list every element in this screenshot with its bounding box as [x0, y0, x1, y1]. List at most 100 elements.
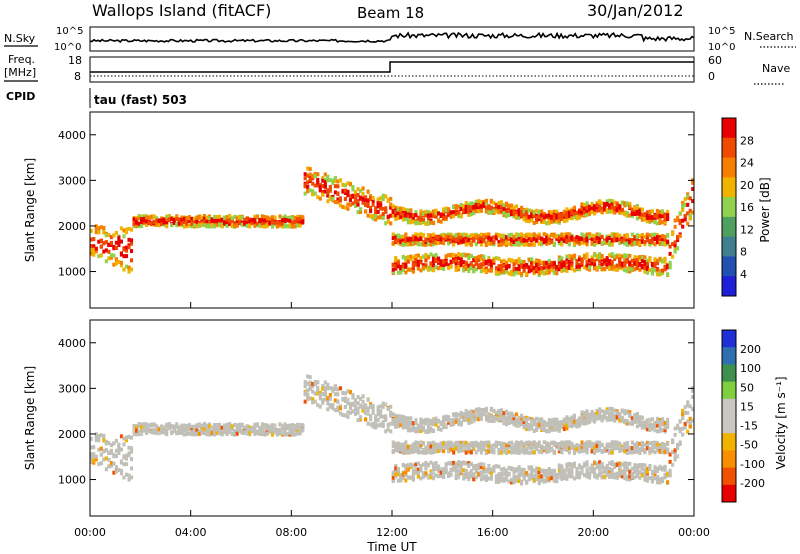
- velocity-cell: [220, 425, 224, 430]
- velocity-cell: [396, 419, 400, 424]
- power-cell: [459, 207, 463, 212]
- velocity-cell: [494, 443, 498, 448]
- velocity-cell: [124, 456, 129, 461]
- power-cell: [404, 262, 408, 267]
- power-cell: [346, 189, 350, 194]
- velocity-cell: [308, 396, 312, 401]
- power-cell: [200, 215, 204, 220]
- power-cell: [577, 257, 582, 262]
- power-cell: [467, 265, 471, 270]
- velocity-cell: [356, 401, 360, 406]
- power-cell: [99, 244, 103, 249]
- velocity-cell: [452, 422, 456, 427]
- velocity-cell: [286, 432, 290, 437]
- power-cell: [449, 211, 453, 216]
- power-cell: [630, 263, 634, 268]
- power-cell: [645, 258, 649, 263]
- velocity-cell: [565, 466, 569, 471]
- velocity-cell: [409, 475, 413, 480]
- power-cell: [447, 265, 451, 270]
- velocity-cell: [540, 478, 544, 483]
- power-cell: [550, 232, 554, 237]
- velocity-cell: [532, 418, 536, 423]
- velocity-cell: [570, 444, 574, 449]
- velocity-cell: [590, 469, 594, 474]
- power-cell: [457, 232, 461, 237]
- velocity-cell: [162, 428, 166, 433]
- velocity-cell: [401, 446, 405, 451]
- power-cell: [688, 208, 692, 213]
- velocity-cell: [582, 473, 587, 478]
- power-cell: [560, 262, 564, 267]
- power-cell: [160, 218, 164, 223]
- power-cell: [426, 219, 431, 224]
- velocity-cell: [301, 428, 305, 433]
- velocity-cell: [150, 422, 154, 427]
- power-cell: [598, 252, 602, 257]
- power-cell: [509, 232, 514, 237]
- velocity-cell: [333, 384, 337, 389]
- velocity-cell: [452, 450, 456, 455]
- power-cell: [273, 220, 277, 225]
- velocity-cell: [502, 471, 506, 476]
- power-cell: [666, 264, 670, 269]
- power-cell: [472, 211, 476, 216]
- power-cell: [623, 255, 627, 260]
- velocity-cell: [421, 441, 426, 446]
- velocity-cell: [457, 460, 461, 465]
- velocity-cell: [245, 425, 249, 430]
- power-cell: [406, 242, 410, 247]
- velocity-cell: [572, 444, 577, 449]
- power-cell: [494, 256, 498, 261]
- power-cell: [593, 206, 597, 211]
- velocity-cell: [109, 463, 113, 468]
- power-cell: [187, 215, 191, 220]
- nsearch-tick-top: 10^5: [708, 26, 735, 37]
- power-cell: [318, 196, 322, 201]
- power-cell: [600, 253, 604, 258]
- velocity-cell: [535, 466, 539, 471]
- beam-label: Beam 18: [357, 4, 424, 22]
- power-cell: [326, 188, 330, 193]
- velocity-cell: [482, 466, 486, 471]
- power-cell: [643, 255, 647, 260]
- velocity-cell: [509, 411, 514, 416]
- power-cell: [170, 223, 174, 228]
- power-cell: [550, 268, 554, 273]
- power-cell: [633, 240, 637, 245]
- power-cell: [525, 210, 529, 215]
- power-cell: [469, 242, 473, 247]
- power-cell: [447, 210, 451, 215]
- velocity-cell: [145, 427, 149, 432]
- power-cell: [109, 241, 113, 246]
- power-cell: [525, 234, 529, 239]
- power-cell: [522, 268, 526, 273]
- velocity-cell: [457, 464, 461, 469]
- velocity-cell: [396, 472, 400, 477]
- velocity-cell: [326, 382, 330, 387]
- velocity-cell: [532, 428, 536, 433]
- power-cell: [454, 211, 458, 216]
- nsky-label: N.Sky: [4, 32, 36, 45]
- power-cell: [442, 233, 446, 238]
- velocity-cell: [535, 442, 539, 447]
- power-cell: [515, 211, 519, 216]
- power-cell: [655, 210, 660, 215]
- velocity-cell: [509, 416, 514, 421]
- velocity-cell: [107, 464, 111, 469]
- power-cell: [572, 207, 577, 212]
- power-cell: [391, 232, 395, 237]
- power-cell: [492, 211, 496, 216]
- power-cell: [291, 224, 295, 229]
- power-cell: [532, 242, 536, 247]
- power-cell: [565, 239, 569, 244]
- velocity-cell: [192, 431, 196, 436]
- power-cell: [537, 209, 541, 214]
- power-cell: [175, 217, 179, 222]
- velocity-cell: [275, 432, 280, 437]
- power-cell: [648, 212, 652, 217]
- velocity-cell: [472, 412, 476, 417]
- velocity-cell: [396, 423, 400, 428]
- power-cell: [431, 221, 436, 226]
- power-cell: [260, 217, 264, 222]
